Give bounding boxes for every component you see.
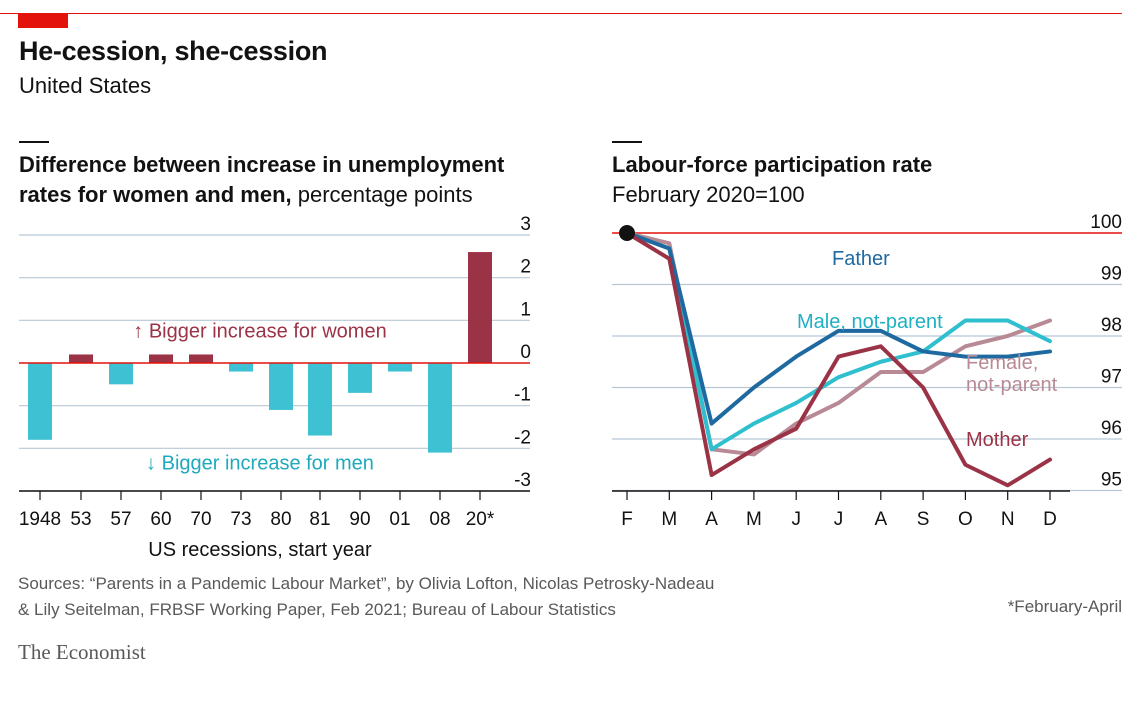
series-label: not-parent	[966, 374, 1058, 396]
series-label: Mother	[966, 429, 1029, 451]
series-line	[625, 231, 1052, 488]
x-tick-label: N	[1001, 509, 1015, 530]
series-label: Father	[832, 248, 890, 270]
x-tick-label: 80	[270, 509, 291, 530]
left-panel-title: Difference between increase in unemploym…	[19, 150, 519, 210]
annotation-men: ↓ Bigger increase for men	[146, 453, 374, 475]
series-label: Male, not-parent	[797, 311, 943, 333]
x-tick-label: 01	[389, 509, 410, 530]
x-tick-label: F	[621, 509, 633, 530]
left-panel-title-main: Difference between increase in unemploym…	[19, 152, 505, 207]
x-tick-label: D	[1043, 509, 1057, 530]
y-tick-label: 3	[520, 214, 531, 235]
y-tick-label: 97	[1101, 367, 1122, 388]
x-tick-label: 73	[230, 509, 251, 530]
y-tick-label: 2	[520, 257, 531, 278]
brand-logo: The Economist	[18, 640, 146, 664]
source-line-1: Sources: “Parents in a Pandemic Labour M…	[18, 574, 715, 593]
y-tick-label: 1	[520, 299, 531, 320]
source-note: Sources: “Parents in a Pandemic Labour M…	[18, 571, 714, 623]
bar	[28, 363, 52, 440]
x-tick-label: O	[958, 509, 973, 530]
series-line	[625, 231, 1052, 426]
x-tick-label: S	[917, 509, 930, 530]
bar	[348, 363, 372, 393]
bar	[468, 252, 492, 363]
left-panel-rule	[19, 141, 49, 143]
bar	[229, 363, 253, 372]
page-subtitle: United States	[19, 73, 152, 98]
page-title: He-cession, she-cession	[19, 36, 328, 66]
economist-red-tag	[18, 13, 68, 28]
bar-chart: 3 2 1 0 -1 -2 -3 1948 53 57 60 70 73 80 81 90 01 08 20* ↑ B…	[19, 214, 531, 561]
y-tick-label: 95	[1101, 470, 1122, 491]
footnote: *February-April	[1007, 597, 1122, 616]
series-line	[625, 231, 1052, 452]
bar	[69, 354, 93, 363]
x-tick-label: J	[791, 509, 801, 530]
y-tick-label: -1	[514, 385, 531, 406]
bar	[189, 354, 213, 363]
y-tick-label: 0	[520, 342, 531, 363]
y-tick-label: -2	[514, 427, 531, 448]
y-tick-label: 99	[1101, 264, 1122, 285]
x-tick-label: 81	[309, 509, 330, 530]
bar	[269, 363, 293, 410]
source-line-2: & Lily Seitelman, FRBSF Working Paper, F…	[18, 600, 616, 619]
bar	[308, 363, 332, 436]
x-tick-label: M	[746, 509, 762, 530]
bar	[428, 363, 452, 453]
x-tick-label: 08	[429, 509, 450, 530]
bar	[388, 363, 412, 372]
y-tick-label: 98	[1101, 315, 1122, 336]
line-chart: 100 99 98 97 96 95 F M A M J J A S O N D Father Male, not-…	[612, 212, 1122, 530]
right-panel-title-main: Labour-force participation rate	[612, 152, 933, 177]
right-panel-subtitle: February 2020=100	[612, 182, 805, 207]
x-tick-label: 1948	[19, 509, 61, 530]
left-panel-title-unit: percentage points	[291, 182, 473, 207]
right-panel-rule	[612, 141, 642, 143]
x-tick-label: J	[834, 509, 844, 530]
right-panel-title: Labour-force participation rate February…	[612, 150, 932, 210]
series-label: Female,	[966, 352, 1038, 374]
x-axis-title: US recessions, start year	[148, 539, 372, 561]
x-tick-label: 57	[110, 509, 131, 530]
top-red-rule	[0, 13, 1122, 14]
bar	[109, 363, 133, 385]
x-tick-label: A	[874, 509, 887, 530]
y-tick-label: -3	[514, 470, 531, 491]
x-tick-label: A	[705, 509, 718, 530]
x-tick-label: 20*	[466, 509, 495, 530]
start-point	[619, 225, 635, 241]
x-tick-label: 70	[190, 509, 211, 530]
x-tick-label: 60	[150, 509, 171, 530]
bar	[149, 354, 173, 363]
x-tick-label: 53	[70, 509, 91, 530]
y-tick-label: 96	[1101, 418, 1122, 439]
y-tick-label: 100	[1090, 212, 1122, 233]
annotation-women: ↑ Bigger increase for women	[133, 320, 386, 342]
x-tick-label: 90	[349, 509, 370, 530]
x-tick-label: M	[661, 509, 677, 530]
